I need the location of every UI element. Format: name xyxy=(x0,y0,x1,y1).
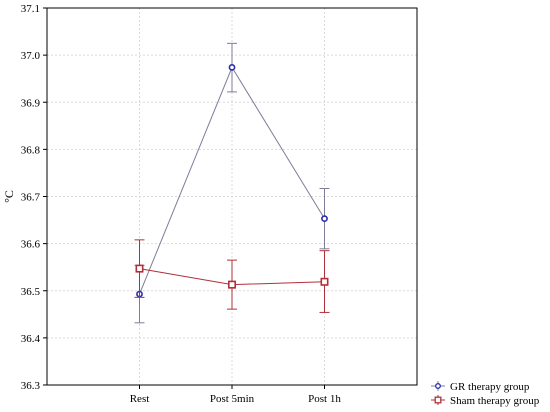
y-tick-label: 36.5 xyxy=(21,286,41,298)
legend-item: Sham therapy group xyxy=(431,395,540,407)
y-tick-label: 36.3 xyxy=(21,380,41,392)
y-tick-label: 37.1 xyxy=(21,3,40,15)
x-axis-ticks: Rest Post 5min Post 1h xyxy=(130,385,341,405)
data-point xyxy=(228,63,236,71)
legend-marker xyxy=(435,383,441,389)
y-tick-label: 36.7 xyxy=(21,192,41,204)
legend-label: Sham therapy group xyxy=(450,395,540,407)
data-point xyxy=(228,280,237,289)
data-point xyxy=(320,277,329,286)
legend-marker xyxy=(434,396,442,404)
y-tick-label: 36.8 xyxy=(21,144,41,156)
series-2 xyxy=(134,239,330,313)
series-layer xyxy=(134,42,330,324)
legend-label: GR therapy group xyxy=(450,381,530,393)
x-tick-label: Post 5min xyxy=(210,393,255,405)
data-point xyxy=(135,264,144,273)
y-tick-label: 36.6 xyxy=(21,239,41,251)
y-axis-label: °C xyxy=(2,190,16,203)
legend: GR therapy group Sham therapy group xyxy=(431,381,540,407)
x-tick-label: Post 1h xyxy=(308,393,341,405)
data-point xyxy=(321,215,328,223)
x-tick-label: Rest xyxy=(130,393,150,405)
legend-item: GR therapy group xyxy=(431,381,530,393)
y-tick-label: 36.9 xyxy=(21,97,41,109)
y-tick-label: 37.0 xyxy=(21,50,41,62)
y-axis-ticks: 36.3 36.4 36.5 36.6 36.7 36.8 36.9 37.0 37.1 xyxy=(21,3,47,392)
y-tick-label: 36.4 xyxy=(21,333,41,345)
